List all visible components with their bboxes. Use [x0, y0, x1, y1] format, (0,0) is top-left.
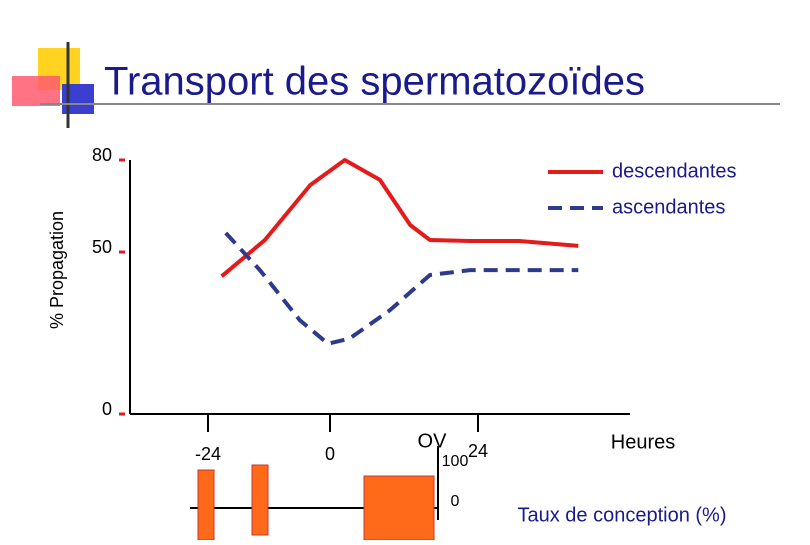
- series-line: [224, 231, 579, 346]
- legend-label: descendantes: [612, 160, 737, 182]
- deco-square: [12, 76, 60, 106]
- annotation: Taux de conception (%): [517, 504, 726, 526]
- chart-title: Transport des spermatozoïdes: [104, 60, 645, 104]
- deco-bar: [197, 469, 215, 541]
- x-tick-label: -24: [195, 444, 221, 464]
- y-axis-label: % Propagation: [47, 211, 67, 329]
- legend-label: ascendantes: [612, 196, 725, 218]
- annotation: 100: [442, 453, 469, 470]
- deco-bar: [251, 464, 269, 536]
- series-line: [220, 158, 579, 278]
- x-tick-label: 0: [325, 444, 335, 464]
- annotation: 0: [451, 493, 460, 510]
- y-tick-label: 0: [102, 399, 112, 419]
- x-tick-label: 24: [468, 441, 488, 461]
- y-tick-label: 50: [92, 237, 112, 257]
- deco-bar: [363, 475, 435, 541]
- y-tick-label: 80: [92, 145, 112, 165]
- x-axis-label: Heures: [611, 431, 675, 453]
- annotation: OV: [418, 430, 448, 452]
